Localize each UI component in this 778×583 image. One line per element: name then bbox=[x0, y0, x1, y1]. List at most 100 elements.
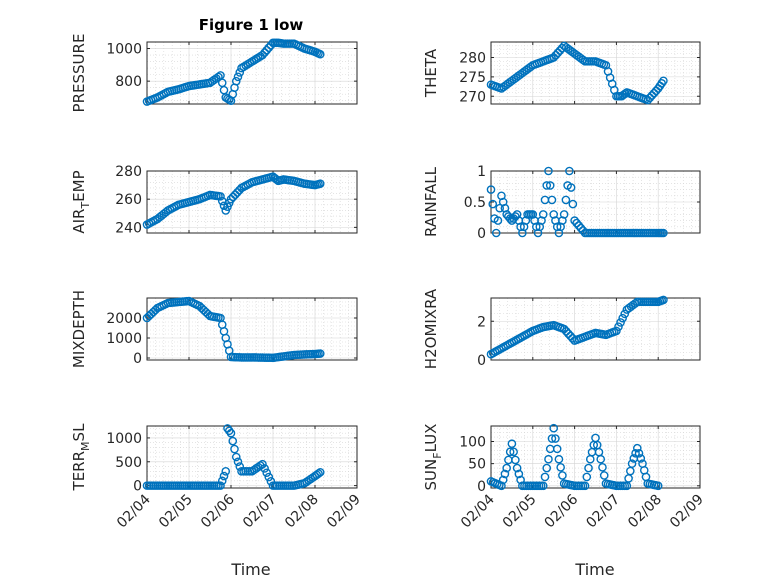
data-point bbox=[659, 76, 668, 86]
data-point-interp bbox=[645, 93, 655, 103]
data-point-interp bbox=[233, 72, 243, 82]
data-point bbox=[643, 95, 653, 105]
data-point-interp bbox=[561, 327, 571, 336]
data-point-interp bbox=[511, 455, 520, 465]
data-point bbox=[507, 439, 517, 449]
y-tick-label: 0 bbox=[133, 479, 142, 495]
data-point bbox=[221, 467, 231, 476]
data-point-interp bbox=[260, 464, 269, 473]
data-point bbox=[258, 459, 267, 469]
data-point-interp bbox=[598, 463, 607, 472]
y-tick-label: 1000 bbox=[106, 42, 142, 58]
data-point-interp bbox=[553, 48, 563, 58]
data-point bbox=[659, 228, 668, 238]
data-point-interp bbox=[568, 333, 577, 343]
data-point-interp bbox=[262, 468, 272, 478]
data-point-interp bbox=[618, 313, 627, 323]
data-point bbox=[486, 185, 496, 194]
data-point-interp bbox=[217, 78, 227, 88]
x-tick-label: 02/08 bbox=[625, 492, 665, 532]
series-rainfall bbox=[486, 166, 668, 238]
data-point-interp bbox=[230, 444, 239, 454]
y-axis-label: AIRTEMP bbox=[70, 170, 92, 233]
data-point-interp bbox=[542, 463, 552, 473]
data-point-interp bbox=[557, 43, 567, 53]
series-sun_flux bbox=[486, 423, 663, 491]
data-point-interp bbox=[262, 45, 272, 55]
data-point bbox=[565, 166, 574, 176]
data-point-interp bbox=[235, 68, 245, 77]
y-tick-label: 50 bbox=[468, 457, 486, 473]
panel-mixdepth: 0 1000 2000 MIXDEPTH bbox=[70, 290, 358, 368]
panel-theta: 270 275 280 THETA bbox=[422, 41, 701, 105]
series-mixdepth bbox=[142, 296, 325, 363]
data-point bbox=[570, 216, 579, 225]
y-tick-label: 0 bbox=[133, 351, 142, 367]
data-point-interp bbox=[620, 309, 630, 319]
panel-h2omixra: 0 2 H2OMIXRA bbox=[422, 288, 701, 369]
data-point-interp bbox=[558, 471, 567, 480]
data-point-interp bbox=[504, 455, 513, 465]
series-theta bbox=[486, 41, 668, 105]
data-point bbox=[512, 463, 522, 473]
data-point-interp bbox=[561, 195, 571, 205]
data-point-interp bbox=[620, 89, 630, 98]
data-point-interp bbox=[509, 447, 518, 457]
x-tick-label: 02/04 bbox=[458, 491, 498, 531]
data-point bbox=[544, 454, 553, 464]
data-point-interp bbox=[647, 91, 657, 100]
y-tick-label: 280 bbox=[459, 51, 486, 67]
data-point-interp bbox=[260, 48, 269, 57]
data-point bbox=[612, 326, 621, 336]
y-axis-label: H2OMIXRA bbox=[422, 288, 440, 369]
y-tick-label: 280 bbox=[115, 164, 142, 180]
y-axis-label: MIXDEPTH bbox=[70, 290, 88, 368]
data-point bbox=[216, 481, 225, 490]
y-tick-label: 100 bbox=[459, 435, 486, 451]
data-point bbox=[538, 481, 548, 491]
data-point-interp bbox=[614, 322, 623, 331]
y-tick-label: 0 bbox=[477, 479, 486, 495]
x-axis-label-right: Time bbox=[574, 560, 614, 579]
y-axis-label: PRESSURE bbox=[70, 34, 88, 113]
data-point bbox=[497, 481, 506, 491]
axes-box bbox=[146, 425, 358, 489]
x-axis-label-left: Time bbox=[230, 560, 270, 579]
data-point bbox=[596, 454, 606, 464]
y-axis-label: RAINFALL bbox=[422, 166, 440, 237]
data-point-interp bbox=[219, 85, 229, 95]
data-point bbox=[315, 49, 325, 59]
data-point-interp bbox=[587, 447, 597, 457]
y-tick-label: 2 bbox=[477, 314, 486, 330]
data-point-interp bbox=[516, 475, 525, 485]
data-point-interp bbox=[636, 454, 646, 463]
series-terr_msl bbox=[142, 424, 325, 490]
data-point-interp bbox=[542, 181, 552, 190]
data-point-interp bbox=[264, 43, 274, 53]
panel-terr_msl: 0 500 1000 02/04 02/05 02/06 02/07 02/08 02/09 TE… bbox=[70, 423, 364, 531]
y-tick-label: 270 bbox=[459, 89, 486, 105]
data-point bbox=[554, 454, 564, 464]
data-point bbox=[315, 467, 325, 477]
y-tick-label: 0 bbox=[477, 353, 486, 369]
y-tick-label: 240 bbox=[115, 220, 142, 236]
data-point bbox=[538, 210, 548, 219]
data-point bbox=[591, 433, 600, 443]
data-point-interp bbox=[566, 331, 575, 341]
series-pressure bbox=[142, 38, 325, 106]
data-point bbox=[315, 179, 325, 188]
data-point-interp bbox=[488, 199, 498, 209]
x-tick-label: 02/09 bbox=[667, 492, 707, 532]
data-point-interp bbox=[566, 183, 576, 192]
data-point-interp bbox=[551, 50, 561, 60]
data-point bbox=[258, 50, 267, 60]
x-tick-label: 02/06 bbox=[198, 491, 238, 531]
data-point-interp bbox=[498, 475, 508, 485]
data-point-interp bbox=[500, 469, 510, 479]
y-tick-label: 500 bbox=[115, 455, 142, 471]
data-point bbox=[659, 295, 668, 305]
data-point-interp bbox=[264, 472, 274, 482]
x-tick-label: 02/07 bbox=[240, 492, 280, 532]
series-air_temp bbox=[142, 172, 325, 229]
